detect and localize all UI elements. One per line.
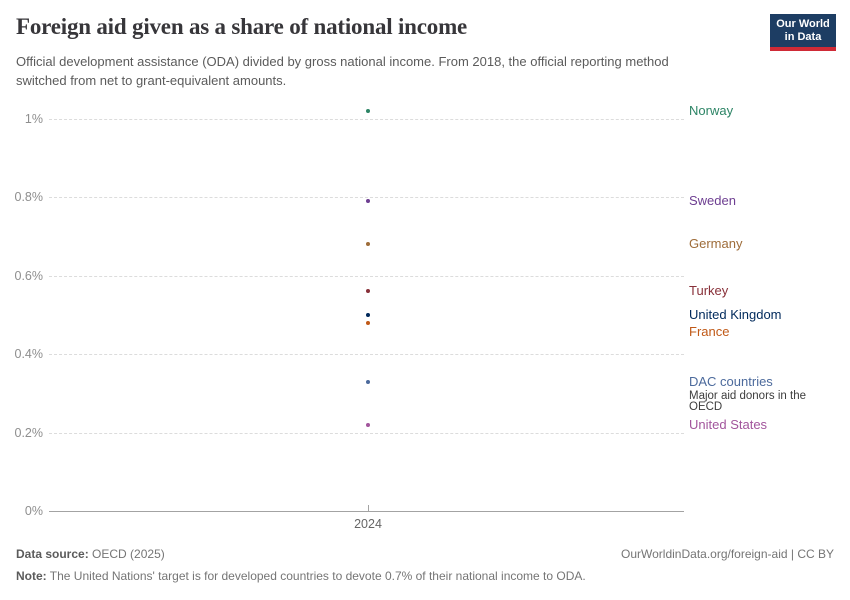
x-tick-label: 2024	[354, 517, 382, 531]
data-point-united-kingdom[interactable]	[366, 313, 370, 317]
series-label-turkey[interactable]: Turkey	[689, 283, 729, 299]
x-axis-line	[49, 511, 684, 512]
data-point-norway[interactable]	[366, 109, 370, 114]
series-label-germany[interactable]: Germany	[689, 236, 743, 252]
page-title: Foreign aid given as a share of national…	[16, 14, 468, 39]
data-point-dac-countries[interactable]	[366, 379, 370, 384]
series-label-dac-countries[interactable]: DAC countries	[689, 373, 773, 389]
owid-logo-line2: in Data	[784, 31, 822, 43]
y-tick-label: 0.6%	[14, 268, 44, 283]
y-tick-label: 0.4%	[14, 347, 44, 362]
gridline	[49, 432, 684, 434]
chart-note: Note: The United Nations' target is for …	[16, 568, 776, 584]
data-point-sweden[interactable]	[366, 199, 370, 204]
x-tick-mark	[368, 505, 369, 511]
y-tick-label: 0.2%	[14, 425, 44, 440]
chart-subtitle: Official development assistance (ODA) di…	[16, 54, 669, 88]
series-label-united-states[interactable]: United States	[689, 416, 768, 432]
gridline	[49, 119, 684, 120]
chart-note-label: Note:	[16, 569, 47, 583]
data-source-value: OECD (2025)	[92, 547, 165, 561]
y-tick-label: 0%	[24, 504, 43, 518]
y-tick-label: 0.8%	[14, 190, 44, 205]
owid-logo[interactable]: Our World in Data	[770, 14, 836, 51]
data-point-turkey[interactable]	[366, 289, 370, 294]
series-label-norway[interactable]: Norway	[689, 103, 734, 119]
gridline	[49, 275, 684, 277]
chart-note-value: The United Nations' target is for develo…	[49, 569, 586, 583]
y-tick-label: 1%	[24, 112, 43, 126]
attribution[interactable]: OurWorldinData.org/foreign-aid | CC BY	[621, 547, 834, 561]
data-point-france[interactable]	[366, 320, 370, 325]
series-note-dac-countries: Major aid donors in the OECD	[689, 389, 806, 414]
data-point-germany[interactable]	[366, 242, 370, 247]
data-source-line: Data source: OECD (2025)	[16, 546, 165, 562]
series-label-france[interactable]: France	[689, 324, 730, 339]
gridline	[49, 354, 684, 356]
series-label-united-kingdom[interactable]: United Kingdom	[689, 307, 782, 322]
gridline	[49, 197, 684, 199]
series-label-sweden[interactable]: Sweden	[689, 193, 736, 209]
data-source-label: Data source:	[16, 547, 89, 561]
owid-logo-line1: Our World	[776, 18, 830, 30]
data-point-united-states[interactable]	[366, 422, 370, 427]
